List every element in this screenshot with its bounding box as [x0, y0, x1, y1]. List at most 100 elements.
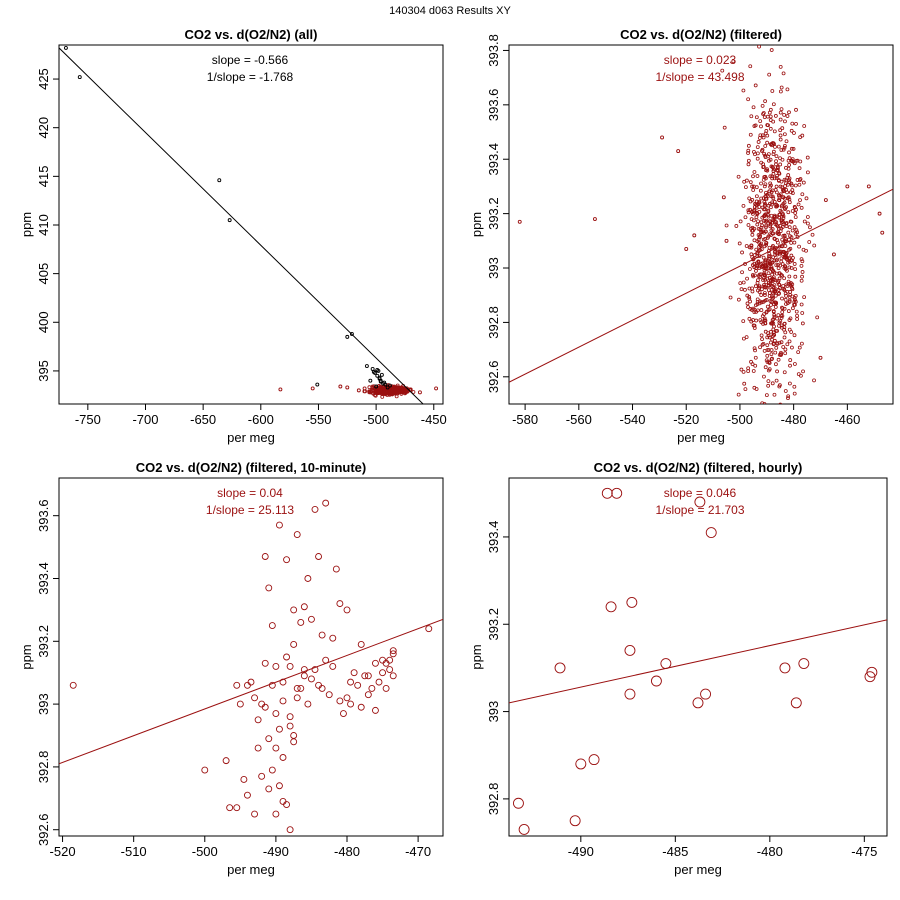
cloud-point: [771, 334, 775, 339]
data-point: [361, 672, 369, 680]
cloud-point: [786, 195, 791, 200]
y-axis-label: ppm: [469, 644, 484, 669]
cloud-point: [749, 359, 753, 364]
cloud-point: [748, 299, 752, 304]
data-point: [382, 659, 390, 667]
cloud-point: [782, 325, 787, 330]
cloud-point: [774, 345, 779, 350]
cloud-point: [794, 309, 799, 314]
cloud-point: [764, 129, 769, 133]
cloud-point: [812, 243, 817, 248]
data-point: [311, 505, 319, 513]
cloud-point: [795, 317, 800, 321]
cloud-point: [758, 233, 762, 238]
data-point: [318, 631, 326, 639]
cloud-point: [383, 389, 388, 394]
x-tick-label: -500: [363, 412, 389, 427]
cloud-point: [764, 243, 769, 247]
cloud-point: [747, 245, 752, 250]
data-point: [880, 230, 885, 235]
cloud-point: [796, 202, 801, 207]
cloud-point: [767, 251, 772, 256]
cloud-point: [763, 201, 767, 206]
cloud-point: [757, 45, 761, 49]
cloud-point: [763, 99, 768, 104]
cloud-point: [786, 210, 791, 215]
data-point: [569, 815, 581, 827]
cloud-point: [790, 121, 795, 126]
cloud-point: [738, 281, 743, 286]
cloud-point: [785, 257, 790, 262]
x-tick-label: -550: [305, 412, 331, 427]
x-tick-label: -520: [50, 844, 76, 859]
cloud-point: [799, 373, 803, 378]
cloud-point: [768, 184, 773, 189]
cloud-point: [794, 107, 798, 112]
data-point: [705, 527, 717, 539]
y-tick-label: 393: [486, 257, 501, 279]
cloud-point: [773, 300, 778, 305]
data-point: [268, 766, 276, 774]
cloud-point: [790, 209, 795, 213]
cloud-point: [781, 249, 786, 254]
data-point: [332, 565, 340, 573]
cloud-point: [776, 178, 781, 182]
plot-frame: [58, 477, 444, 837]
cloud-point: [771, 152, 776, 157]
cloud-point: [776, 266, 781, 271]
cloud-point: [771, 149, 776, 154]
cloud-point: [747, 196, 752, 201]
data-point: [290, 738, 298, 746]
cloud-point: [784, 224, 789, 228]
data-point: [357, 703, 365, 711]
x-tick-label: -650: [190, 412, 216, 427]
cloud-point: [758, 275, 763, 279]
cloud-point: [785, 284, 790, 288]
cloud-point: [778, 137, 783, 142]
cloud-point: [736, 297, 741, 302]
cloud-point: [767, 72, 772, 77]
cloud-point: [761, 177, 766, 182]
data-point: [310, 386, 315, 391]
cloud-point: [769, 352, 774, 357]
data-point: [286, 722, 294, 730]
cloud-point: [788, 358, 793, 362]
cloud-point: [755, 280, 760, 285]
cloud-point: [788, 363, 792, 368]
cloud-point: [785, 289, 790, 294]
x-axis-label: per meg: [227, 862, 275, 877]
data-point: [272, 810, 280, 818]
cloud-point: [753, 355, 758, 360]
slope-label: slope = 0.023: [664, 53, 737, 67]
cloud-point: [367, 385, 372, 390]
data-point: [349, 332, 354, 336]
cloud-point: [800, 270, 805, 274]
cloud-point: [786, 309, 791, 313]
cloud-point: [760, 342, 765, 347]
data-point: [261, 659, 269, 667]
cloud-point: [777, 384, 782, 389]
cloud-point: [380, 394, 385, 399]
cloud-point: [778, 89, 783, 94]
cloud-point: [781, 189, 786, 194]
cloud-point: [794, 228, 799, 233]
cloud-point: [799, 341, 804, 346]
data-point: [347, 678, 355, 686]
cloud-point: [787, 200, 792, 205]
cloud-point: [789, 158, 793, 163]
cloud-point: [787, 381, 792, 386]
x-axis-label: per meg: [677, 430, 725, 445]
cloud-point: [775, 369, 779, 374]
cloud-point: [807, 240, 812, 244]
cloud-point: [754, 269, 758, 273]
cloud-point: [778, 110, 783, 115]
data-point: [240, 776, 248, 783]
data-point: [554, 662, 566, 674]
data-point: [425, 625, 433, 633]
cloud-point: [771, 119, 776, 124]
cloud-point: [768, 107, 773, 112]
cloud-point: [781, 345, 786, 349]
data-point: [575, 758, 587, 770]
y-tick-label: 392.6: [36, 813, 51, 846]
cloud-point: [788, 219, 793, 224]
